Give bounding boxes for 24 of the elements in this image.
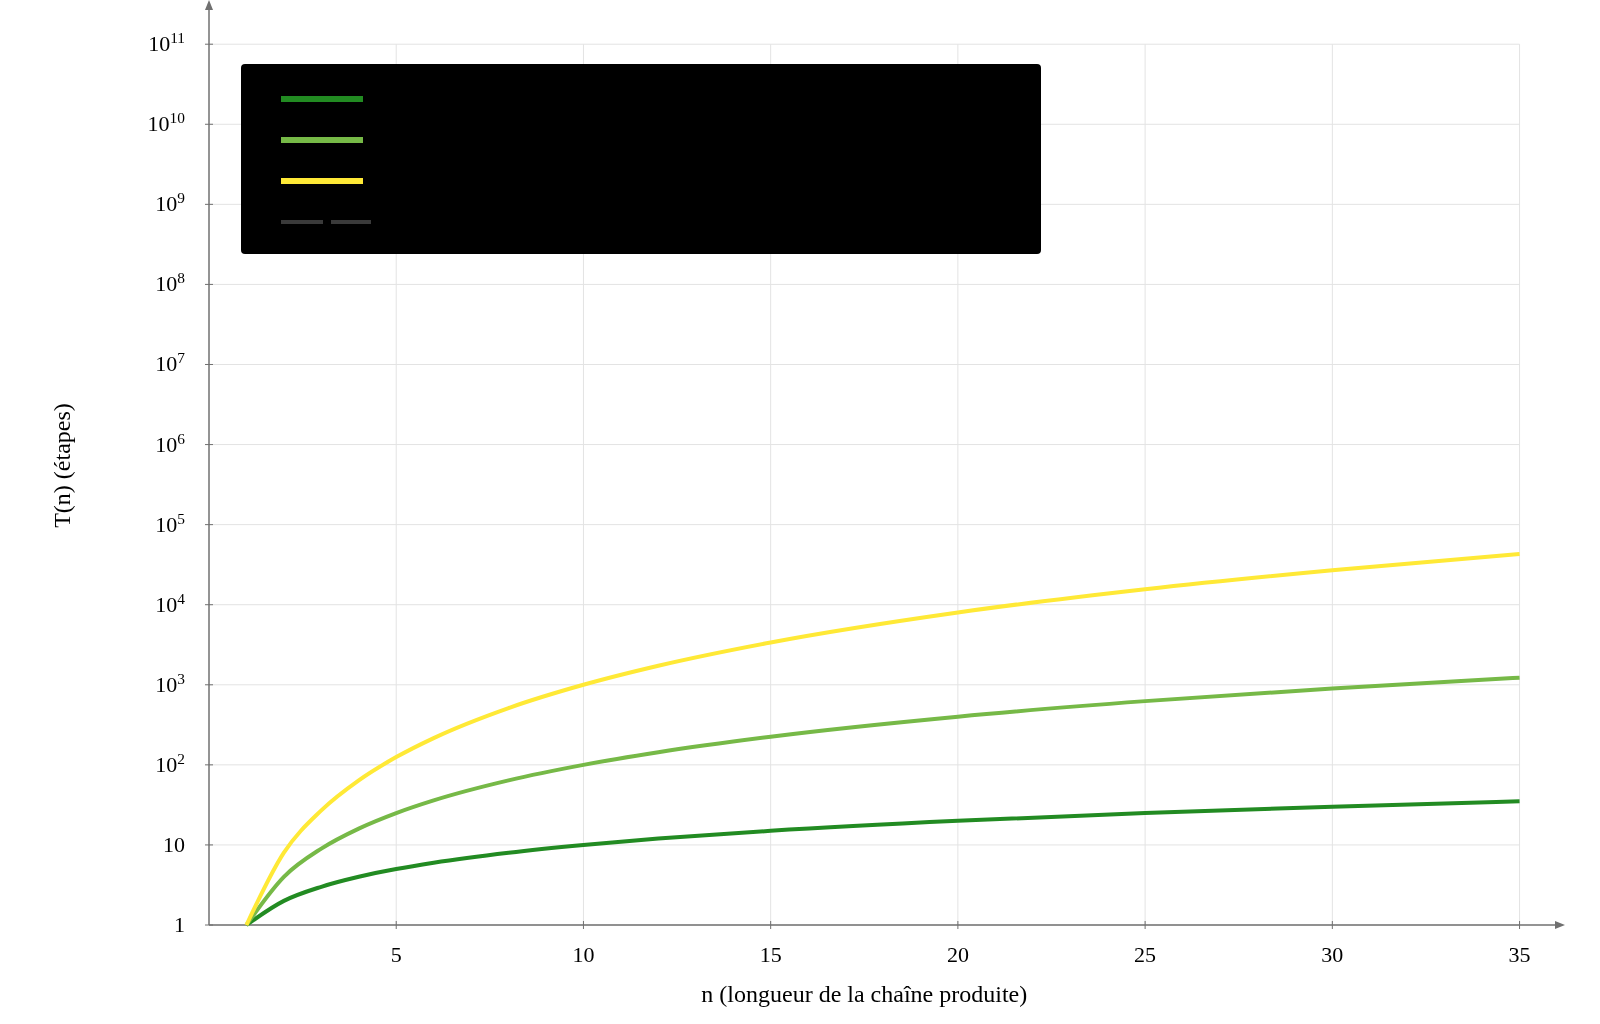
x-tick-label: 20 <box>946 942 969 967</box>
y-tick-label: 10$^{6}$ <box>155 429 186 457</box>
y-tick-label: 10$^{3}$ <box>155 669 186 697</box>
y-tick-label: 10 <box>163 831 185 857</box>
x-tick-label: 25 <box>1134 942 1157 967</box>
line-series <box>244 675 1522 927</box>
y-tick-label: 10$^{9}$ <box>155 188 186 217</box>
x-tick-label: 5 <box>390 942 402 967</box>
y-tick-label: 10$^{8}$ <box>155 268 186 297</box>
y-tick-label: 10$^{10}$ <box>147 108 186 137</box>
x-axis-title: n (longueur de la chaîne produite) <box>701 981 1028 1007</box>
line-series <box>244 799 1522 927</box>
x-tick-label: 15 <box>759 942 782 967</box>
x-tick-label: 10 <box>572 942 595 967</box>
y-tick-label: 10$^{5}$ <box>155 509 186 537</box>
line-series <box>244 552 1522 927</box>
y-tick-label: 10$^{11}$ <box>148 28 185 57</box>
y-tick-label: 1 <box>174 912 185 937</box>
x-tick-label: 30 <box>1321 942 1344 967</box>
x-tick-label: 35 <box>1508 942 1531 967</box>
y-tick-label: 10$^{7}$ <box>155 348 186 377</box>
y-tick-label: 10$^{2}$ <box>155 749 185 777</box>
y-tick-label: 10$^{4}$ <box>155 589 186 617</box>
y-axis-title: T(n) (étapes) <box>49 403 75 528</box>
